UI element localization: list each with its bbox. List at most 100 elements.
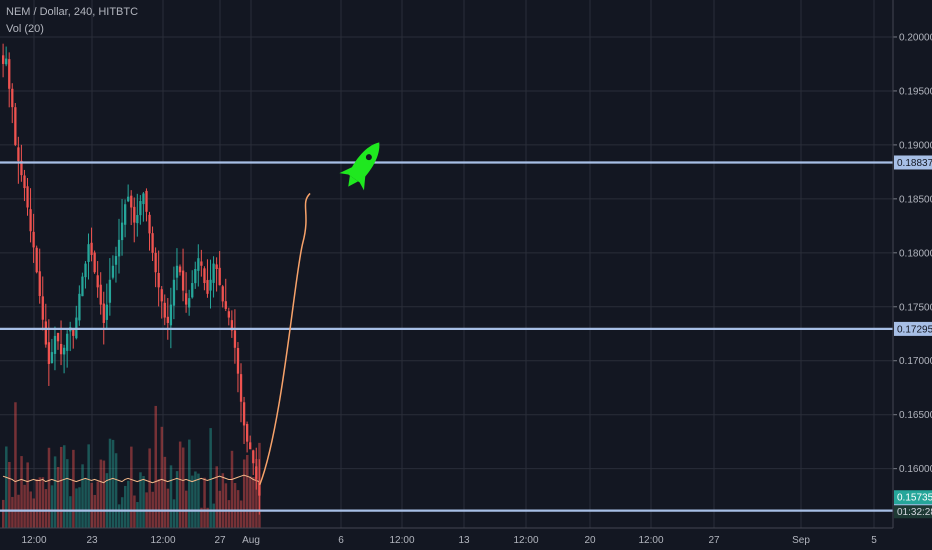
volume-bar: [227, 500, 231, 528]
candlesticks: [2, 43, 261, 515]
candle-body: [239, 374, 243, 402]
candle-body: [108, 279, 112, 303]
candle-body: [148, 214, 151, 234]
volume-bar: [224, 483, 228, 528]
volume-bar: [181, 447, 185, 528]
candle-body: [163, 302, 166, 318]
candle-body: [44, 321, 47, 345]
candle-body: [200, 261, 203, 266]
candle-body: [169, 304, 173, 326]
volume-bar: [69, 496, 72, 528]
candle-body: [191, 283, 194, 298]
price-tick-label: 0.20000: [899, 32, 932, 43]
volume-bar: [160, 426, 164, 528]
candle-body: [41, 296, 44, 320]
volume-bar: [215, 466, 218, 528]
candle-body: [215, 264, 218, 269]
candle-body: [172, 279, 176, 306]
volume-bar: [239, 500, 243, 528]
projection-curve[interactable]: [259, 192, 311, 486]
candle-body: [50, 352, 54, 364]
volume-bar: [206, 507, 209, 528]
volume-bar: [87, 444, 90, 528]
candle-body: [102, 303, 105, 323]
volume-bar: [178, 441, 182, 528]
candle-body: [160, 289, 163, 302]
candle-body: [145, 190, 148, 212]
rocket-flame: [348, 175, 359, 187]
time-tick-label: 12:00: [389, 535, 414, 546]
volume-bar: [191, 475, 194, 528]
candle-body: [197, 258, 200, 271]
candle-body: [87, 244, 90, 262]
volume-bar: [84, 478, 87, 528]
volume-bar: [56, 466, 60, 528]
rocket-icon[interactable]: [336, 134, 392, 195]
volume-bar: [8, 461, 11, 528]
volume-bar: [136, 502, 139, 528]
time-tick-label: 20: [584, 535, 596, 546]
candle-body: [185, 293, 188, 305]
volume-bar: [14, 402, 17, 528]
volume-bar: [255, 458, 258, 528]
candle-body: [227, 311, 230, 318]
rocket-body: [348, 142, 380, 183]
candle-body: [120, 222, 124, 241]
candle-body: [230, 320, 234, 331]
candle-body: [136, 215, 139, 224]
symbol-title[interactable]: NEM / Dollar, 240, HITBTC: [6, 6, 139, 18]
candle-body: [133, 206, 136, 223]
time-tick-label: 12:00: [150, 535, 175, 546]
candle-body: [157, 272, 160, 288]
candle-body: [139, 201, 142, 216]
time-axis[interactable]: 12:00 23 12:00 27 Aug 6 12:00 13 12:00 20 12:00 27 S…: [0, 527, 893, 546]
volume-bar: [20, 456, 23, 528]
candle-body: [242, 402, 246, 426]
time-tick-label: 12:00: [513, 535, 538, 546]
candle-body: [17, 147, 20, 162]
volume-bar: [252, 476, 255, 528]
volume-bar: [50, 485, 54, 528]
candle-body: [20, 160, 23, 176]
candle-body: [252, 450, 255, 464]
volume-bar: [120, 497, 124, 528]
candle-body: [14, 107, 17, 145]
volume-bar: [142, 476, 145, 528]
candle-body: [2, 55, 5, 64]
volume-bar: [72, 449, 75, 528]
volume-bar: [148, 448, 151, 528]
volume-bar: [242, 459, 246, 528]
time-tick-label: 12:00: [638, 535, 663, 546]
candle-body: [26, 186, 29, 208]
volume-indicator-label[interactable]: Vol (20): [6, 23, 44, 35]
volume-bar: [200, 507, 203, 528]
price-tick-label: 0.17000: [899, 356, 932, 367]
time-tick-label: 13: [458, 535, 470, 546]
candle-body: [181, 270, 185, 291]
candle-body: [78, 293, 81, 321]
volume-bar: [249, 476, 252, 528]
candle-body: [236, 348, 240, 374]
volume-bar: [38, 477, 42, 528]
volume-bar: [111, 439, 115, 528]
volume-bar: [90, 482, 93, 528]
time-tick-label: 23: [86, 535, 98, 546]
candle-body: [84, 263, 87, 278]
volume-bar: [47, 447, 51, 528]
drawings[interactable]: [259, 134, 392, 486]
candle-body: [11, 88, 14, 108]
candle-body: [81, 276, 84, 297]
price-axis[interactable]: 0.20000 0.19500 0.19000 0.18500 0.18000 0.175…: [892, 0, 932, 528]
volume-bar: [11, 496, 14, 528]
candle-body: [56, 332, 60, 342]
volume-bar: [66, 459, 69, 528]
candle-body: [8, 59, 11, 89]
price-tick-label: 0.18000: [899, 248, 932, 259]
candle-body: [63, 347, 66, 355]
volume-bar: [78, 487, 81, 528]
level-price-label: 0.17295: [897, 324, 932, 335]
candle-body: [96, 275, 99, 288]
candle-body: [72, 329, 75, 336]
candle-body: [53, 335, 57, 354]
